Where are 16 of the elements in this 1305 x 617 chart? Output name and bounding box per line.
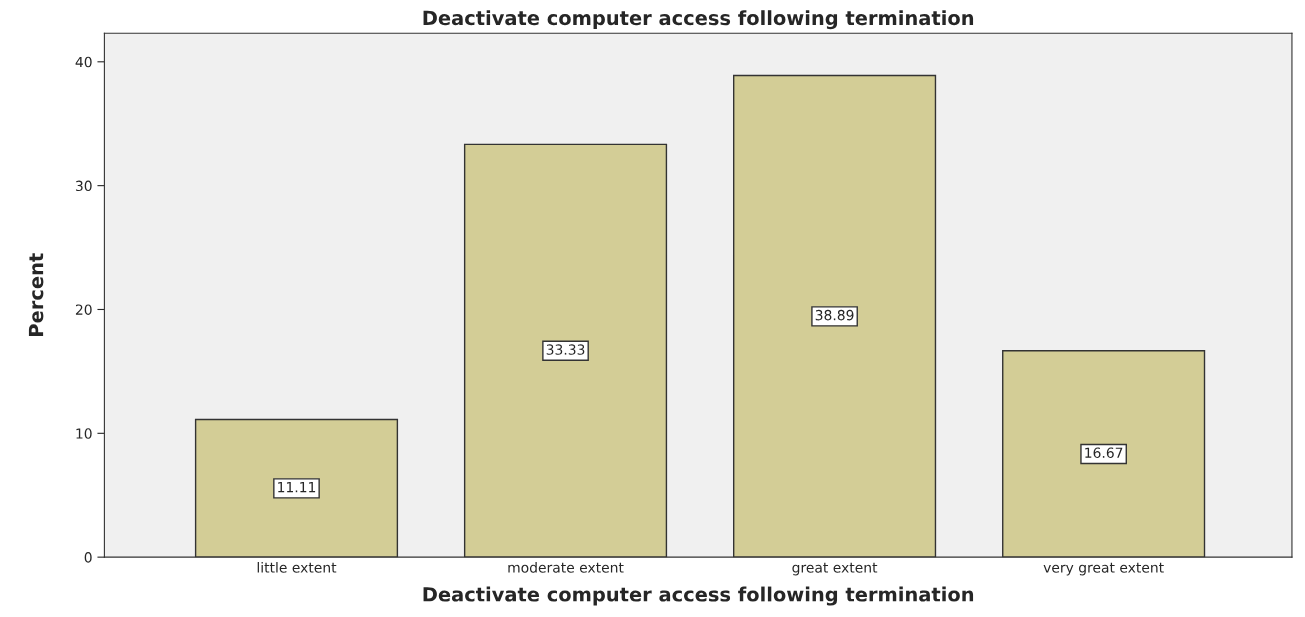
y-tick-label: 10 (76, 428, 92, 439)
chart-title: Deactivate computer access following termination (423, 10, 974, 30)
y-tick-label: 40 (75, 56, 92, 68)
y-axis-title: Percent (28, 253, 44, 336)
x-tick-label: very great extent (1043, 562, 1164, 576)
y-tick-label: 20 (75, 304, 92, 315)
x-axis-title: Deactivate computer access following termination (423, 586, 974, 606)
data-label: 38.89 (815, 309, 854, 321)
x-tick-label: great extent (792, 562, 878, 576)
data-label: 11.11 (278, 482, 316, 493)
data-label: 16.67 (1085, 447, 1123, 458)
x-tick-label: little extent (257, 562, 337, 573)
x-tick-label: moderate extent (508, 562, 624, 573)
y-tick-label: 0 (84, 552, 92, 563)
data-label: 33.33 (546, 344, 585, 355)
y-tick-label: 30 (75, 180, 92, 192)
